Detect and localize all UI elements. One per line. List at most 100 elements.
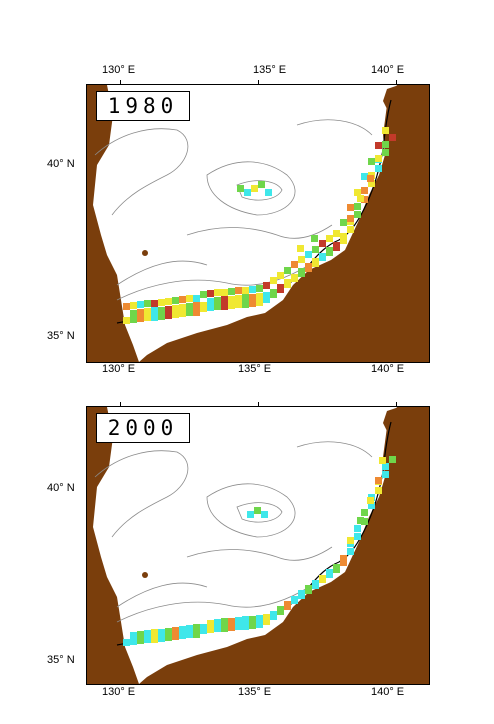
tick [120,402,121,406]
catch-cell [144,308,151,315]
catch-cell [200,291,207,298]
catch-cell [284,603,291,610]
catch-cell [130,302,137,309]
catch-cell [319,576,326,583]
catch-cell [249,616,256,623]
catch-cell [333,566,340,573]
top-bottom-lon-label-140: 140° E [371,363,405,375]
catch-cell [151,307,158,314]
catch-cell [179,626,186,633]
catch-cell [235,301,242,308]
catch-cell [347,537,354,544]
catch-cell [367,497,374,504]
catch-cell [382,141,389,148]
catch-cell [228,288,235,295]
catch-cell [172,305,179,312]
catch-cell [326,235,333,242]
catch-cell [368,158,375,165]
catch-cell [333,244,340,251]
catch-cell [249,294,256,301]
catch-cell [207,304,214,311]
catch-cell [165,628,172,635]
catch-cell [186,303,193,310]
catch-cell [186,625,193,632]
catch-cell [235,623,242,630]
catch-cell [375,487,382,494]
catch-cell [382,463,389,470]
year-label-2000: 2000 [96,413,190,443]
catch-cell [228,624,235,631]
catch-cell [284,267,291,274]
catch-cell [165,312,172,319]
catch-cell [340,559,347,566]
catch-cell [354,211,361,218]
catch-cell [228,302,235,309]
catch-cell [200,627,207,634]
land-honshu [139,85,429,362]
catch-cell [193,631,200,638]
catch-cell [130,638,137,645]
catch-cell [312,260,319,267]
catch-cell [298,256,305,263]
catch-cell [361,173,368,180]
catch-cell [221,618,228,625]
island-ulleung [142,572,148,578]
catch-cell [235,295,242,302]
catch-cell [242,616,249,623]
catch-cell [207,620,214,627]
depth-contours [94,441,373,623]
catch-cell [326,249,333,256]
top-bottom-lon-label-130: 130° E [102,363,136,375]
island-ulleung [142,250,148,256]
catch-cell [319,240,326,247]
catch-cell [251,185,258,192]
catch-cell [242,301,249,308]
catch-cell [151,300,158,307]
catch-cell [214,297,221,304]
catch-cell [368,502,375,509]
bottom-lon-label-135: 135° E [238,686,272,698]
land-korea [87,85,139,362]
catch-cell [235,617,242,624]
catch-cell [379,457,386,464]
catch-cell [389,456,396,463]
catch-cell [354,189,361,196]
catch-cell [333,230,340,237]
catch-cell [375,142,382,149]
catch-cell [221,625,228,632]
catch-cell [137,315,144,322]
catch-cell [247,511,254,518]
catch-cell [165,306,172,313]
catch-cell [172,311,179,318]
catch-cell [375,477,382,484]
catch-cell [305,587,312,594]
catch-cell [200,305,207,312]
catch-cell [214,619,221,626]
catch-cell [367,175,374,182]
catch-cell [144,300,151,307]
catch-cell [256,621,263,628]
land-honshu [139,407,429,684]
catch-cell [305,251,312,258]
catch-cell [186,309,193,316]
catch-cell [123,317,130,324]
catch-cell [361,196,368,203]
catch-cell [130,316,137,323]
catch-cell [193,624,200,631]
catch-cell [354,525,361,532]
catch-cell [228,296,235,303]
catch-cell [340,233,347,240]
catch-cell [263,282,270,289]
catch-cell [172,633,179,640]
catch-cell [354,203,361,210]
catch-cell [193,295,200,302]
top-lon-label-140: 140° E [371,64,405,76]
catch-cell [256,293,263,300]
tick [396,402,397,406]
bottom-lat-label-40: 40° N [47,482,75,494]
catch-cell [256,615,263,622]
catch-cell [261,511,268,518]
catch-cell [137,637,144,644]
catch-cell [214,625,221,632]
catch-cell [357,195,364,202]
